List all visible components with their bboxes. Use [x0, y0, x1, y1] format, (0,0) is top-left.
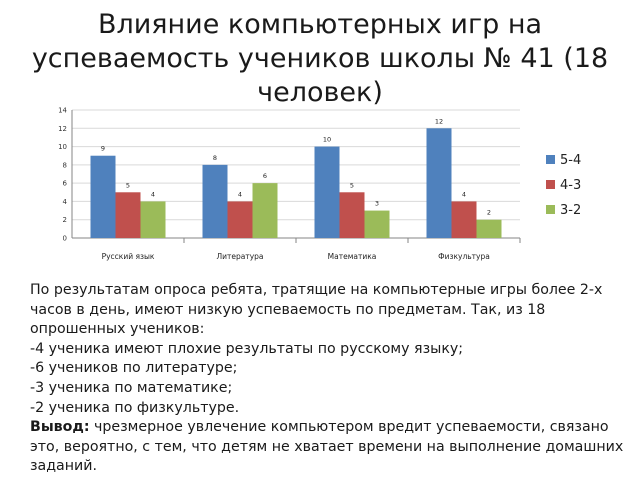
- bar: [140, 201, 166, 238]
- bar-chart: 0 2 4 6 8 10 12 14 Русский язык 9 5 4 Литература 8 4 6 М…: [58, 107, 581, 262]
- legend-swatch: [546, 180, 555, 189]
- y-tick-label: 6: [63, 180, 68, 188]
- result-item-literature: -6 учеников по литературе;: [30, 360, 238, 377]
- bar: [364, 210, 390, 238]
- intro-paragraph: По результатам опроса ребята, тратящие н…: [30, 282, 603, 338]
- y-tick-label: 12: [58, 125, 67, 133]
- data-label: 6: [263, 172, 267, 180]
- legend-label: 5-4: [560, 153, 581, 168]
- y-tick-label: 14: [58, 107, 67, 115]
- bar: [227, 201, 253, 238]
- data-label: 10: [323, 136, 331, 144]
- data-label: 4: [462, 190, 466, 198]
- bar: [451, 201, 477, 238]
- conclusion: Вывод: чрезмерное увлечение компьютером …: [30, 418, 630, 477]
- result-item-russian: -4 ученика имеют плохие результаты по ру…: [30, 340, 464, 357]
- data-label: 8: [213, 154, 217, 162]
- y-tick-label: 0: [63, 235, 67, 243]
- data-label: 3: [375, 200, 379, 208]
- y-tick-label: 8: [63, 161, 67, 169]
- legend-label: 4-3: [560, 178, 581, 193]
- x-tick-label: Литература: [216, 252, 263, 261]
- bar: [115, 192, 141, 238]
- data-label: 4: [238, 190, 242, 198]
- data-label: 12: [435, 117, 443, 125]
- data-label: 5: [126, 181, 130, 189]
- bar: [314, 146, 340, 238]
- x-tick-label: Физкультура: [438, 252, 490, 261]
- y-tick-label: 4: [63, 198, 68, 206]
- x-tick-label: Математика: [328, 252, 377, 261]
- survey-text: По результатам опроса ребята, тратящие н…: [30, 281, 630, 477]
- bar: [339, 192, 365, 238]
- bar: [202, 164, 228, 238]
- result-item-math: -3 ученика по математике;: [30, 379, 233, 396]
- result-item-pe: -2 ученика по физкультуре.: [30, 399, 240, 416]
- bar: [90, 155, 116, 238]
- conclusion-text: чрезмерное увлечение компьютером вредит …: [30, 419, 624, 475]
- bar: [476, 219, 502, 238]
- data-label: 4: [151, 190, 155, 198]
- legend-label: 3-2: [560, 203, 581, 218]
- bar: [426, 128, 452, 238]
- data-label: 9: [101, 145, 105, 153]
- data-label: 2: [487, 209, 491, 217]
- bar: [252, 183, 278, 238]
- page-title: Влияние компьютерных игр на успеваемость…: [31, 9, 609, 108]
- y-tick-label: 10: [58, 143, 67, 151]
- legend-swatch: [546, 205, 555, 214]
- y-tick-label: 2: [63, 216, 67, 224]
- data-label: 5: [350, 181, 354, 189]
- conclusion-label: Вывод:: [30, 419, 90, 436]
- legend-swatch: [546, 155, 555, 164]
- x-tick-label: Русский язык: [102, 252, 155, 261]
